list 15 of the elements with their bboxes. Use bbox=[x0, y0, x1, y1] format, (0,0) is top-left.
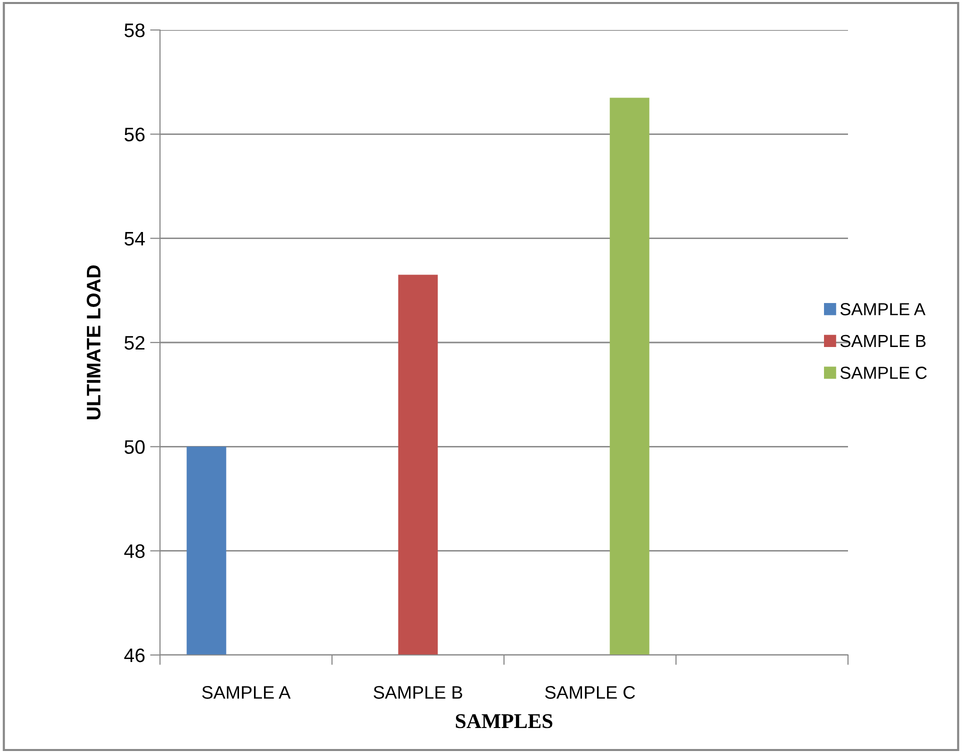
y-tick-label: 52 bbox=[124, 336, 144, 350]
y-tick-label: 50 bbox=[124, 440, 145, 454]
y-tick-label: 54 bbox=[124, 232, 145, 246]
x-tick-label: SAMPLE C bbox=[545, 686, 635, 699]
y-axis-title: ULTIMATE LOAD bbox=[86, 265, 101, 420]
legend-label: SAMPLE C bbox=[840, 366, 927, 379]
x-axis-title: SAMPLES bbox=[456, 714, 552, 728]
legend-label: SAMPLE B bbox=[840, 334, 926, 348]
y-tick-label: 56 bbox=[124, 128, 145, 142]
y-tick-label: 48 bbox=[124, 544, 145, 558]
legend-label: SAMPLE A bbox=[840, 303, 926, 316]
x-tick-label: SAMPLE A bbox=[202, 686, 291, 699]
y-tick-label: 58 bbox=[124, 23, 145, 38]
y-tick-label: 46 bbox=[124, 648, 145, 662]
x-tick-label: SAMPLE B bbox=[374, 686, 462, 699]
